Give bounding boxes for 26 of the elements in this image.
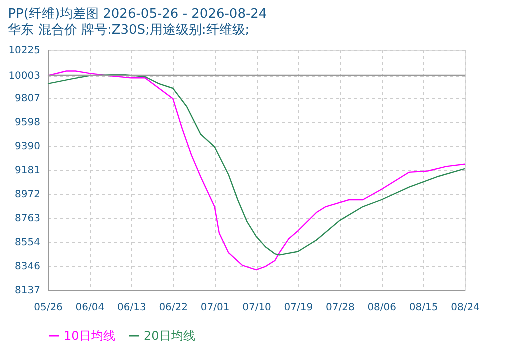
y-tick-label: 10225 bbox=[8, 46, 40, 56]
y-tick-label: 8972 bbox=[15, 190, 40, 201]
x-tick-label: 05/26 bbox=[34, 302, 63, 314]
y-tick-label: 8137 bbox=[15, 286, 40, 296]
x-tick-label: 07/19 bbox=[284, 302, 314, 314]
y-tick-label: 8554 bbox=[15, 238, 40, 249]
x-tick-label: 07/10 bbox=[242, 302, 272, 314]
chart-subtitle: 华东 混合价 牌号:Z30S;用途级别:纤维级; bbox=[8, 23, 250, 38]
y-tick-label: 8346 bbox=[15, 261, 40, 272]
legend-label: 20日均线 bbox=[144, 329, 196, 343]
y-tick-label: 9598 bbox=[15, 118, 40, 129]
x-tick-label: 08/06 bbox=[368, 302, 397, 314]
y-tick-label: 10003 bbox=[8, 71, 40, 82]
chart-title: PP(纤维)均差图 2026-05-26 - 2026-08-24 bbox=[8, 7, 268, 22]
x-tick-label: 06/13 bbox=[117, 302, 146, 314]
x-tick-label: 06/22 bbox=[159, 302, 188, 314]
x-tick-label: 06/04 bbox=[76, 302, 105, 314]
x-tick-label: 08/15 bbox=[409, 302, 438, 314]
x-tick-label: 07/28 bbox=[326, 302, 355, 314]
x-tick-label: 07/01 bbox=[200, 302, 230, 314]
legend-label: 10日均线 bbox=[64, 329, 116, 343]
y-tick-label: 9390 bbox=[15, 141, 40, 152]
y-tick-label: 9181 bbox=[15, 166, 40, 176]
y-tick-label: 9807 bbox=[15, 94, 40, 105]
y-tick-label: 8763 bbox=[15, 214, 40, 225]
x-tick-label: 08/24 bbox=[451, 302, 480, 314]
